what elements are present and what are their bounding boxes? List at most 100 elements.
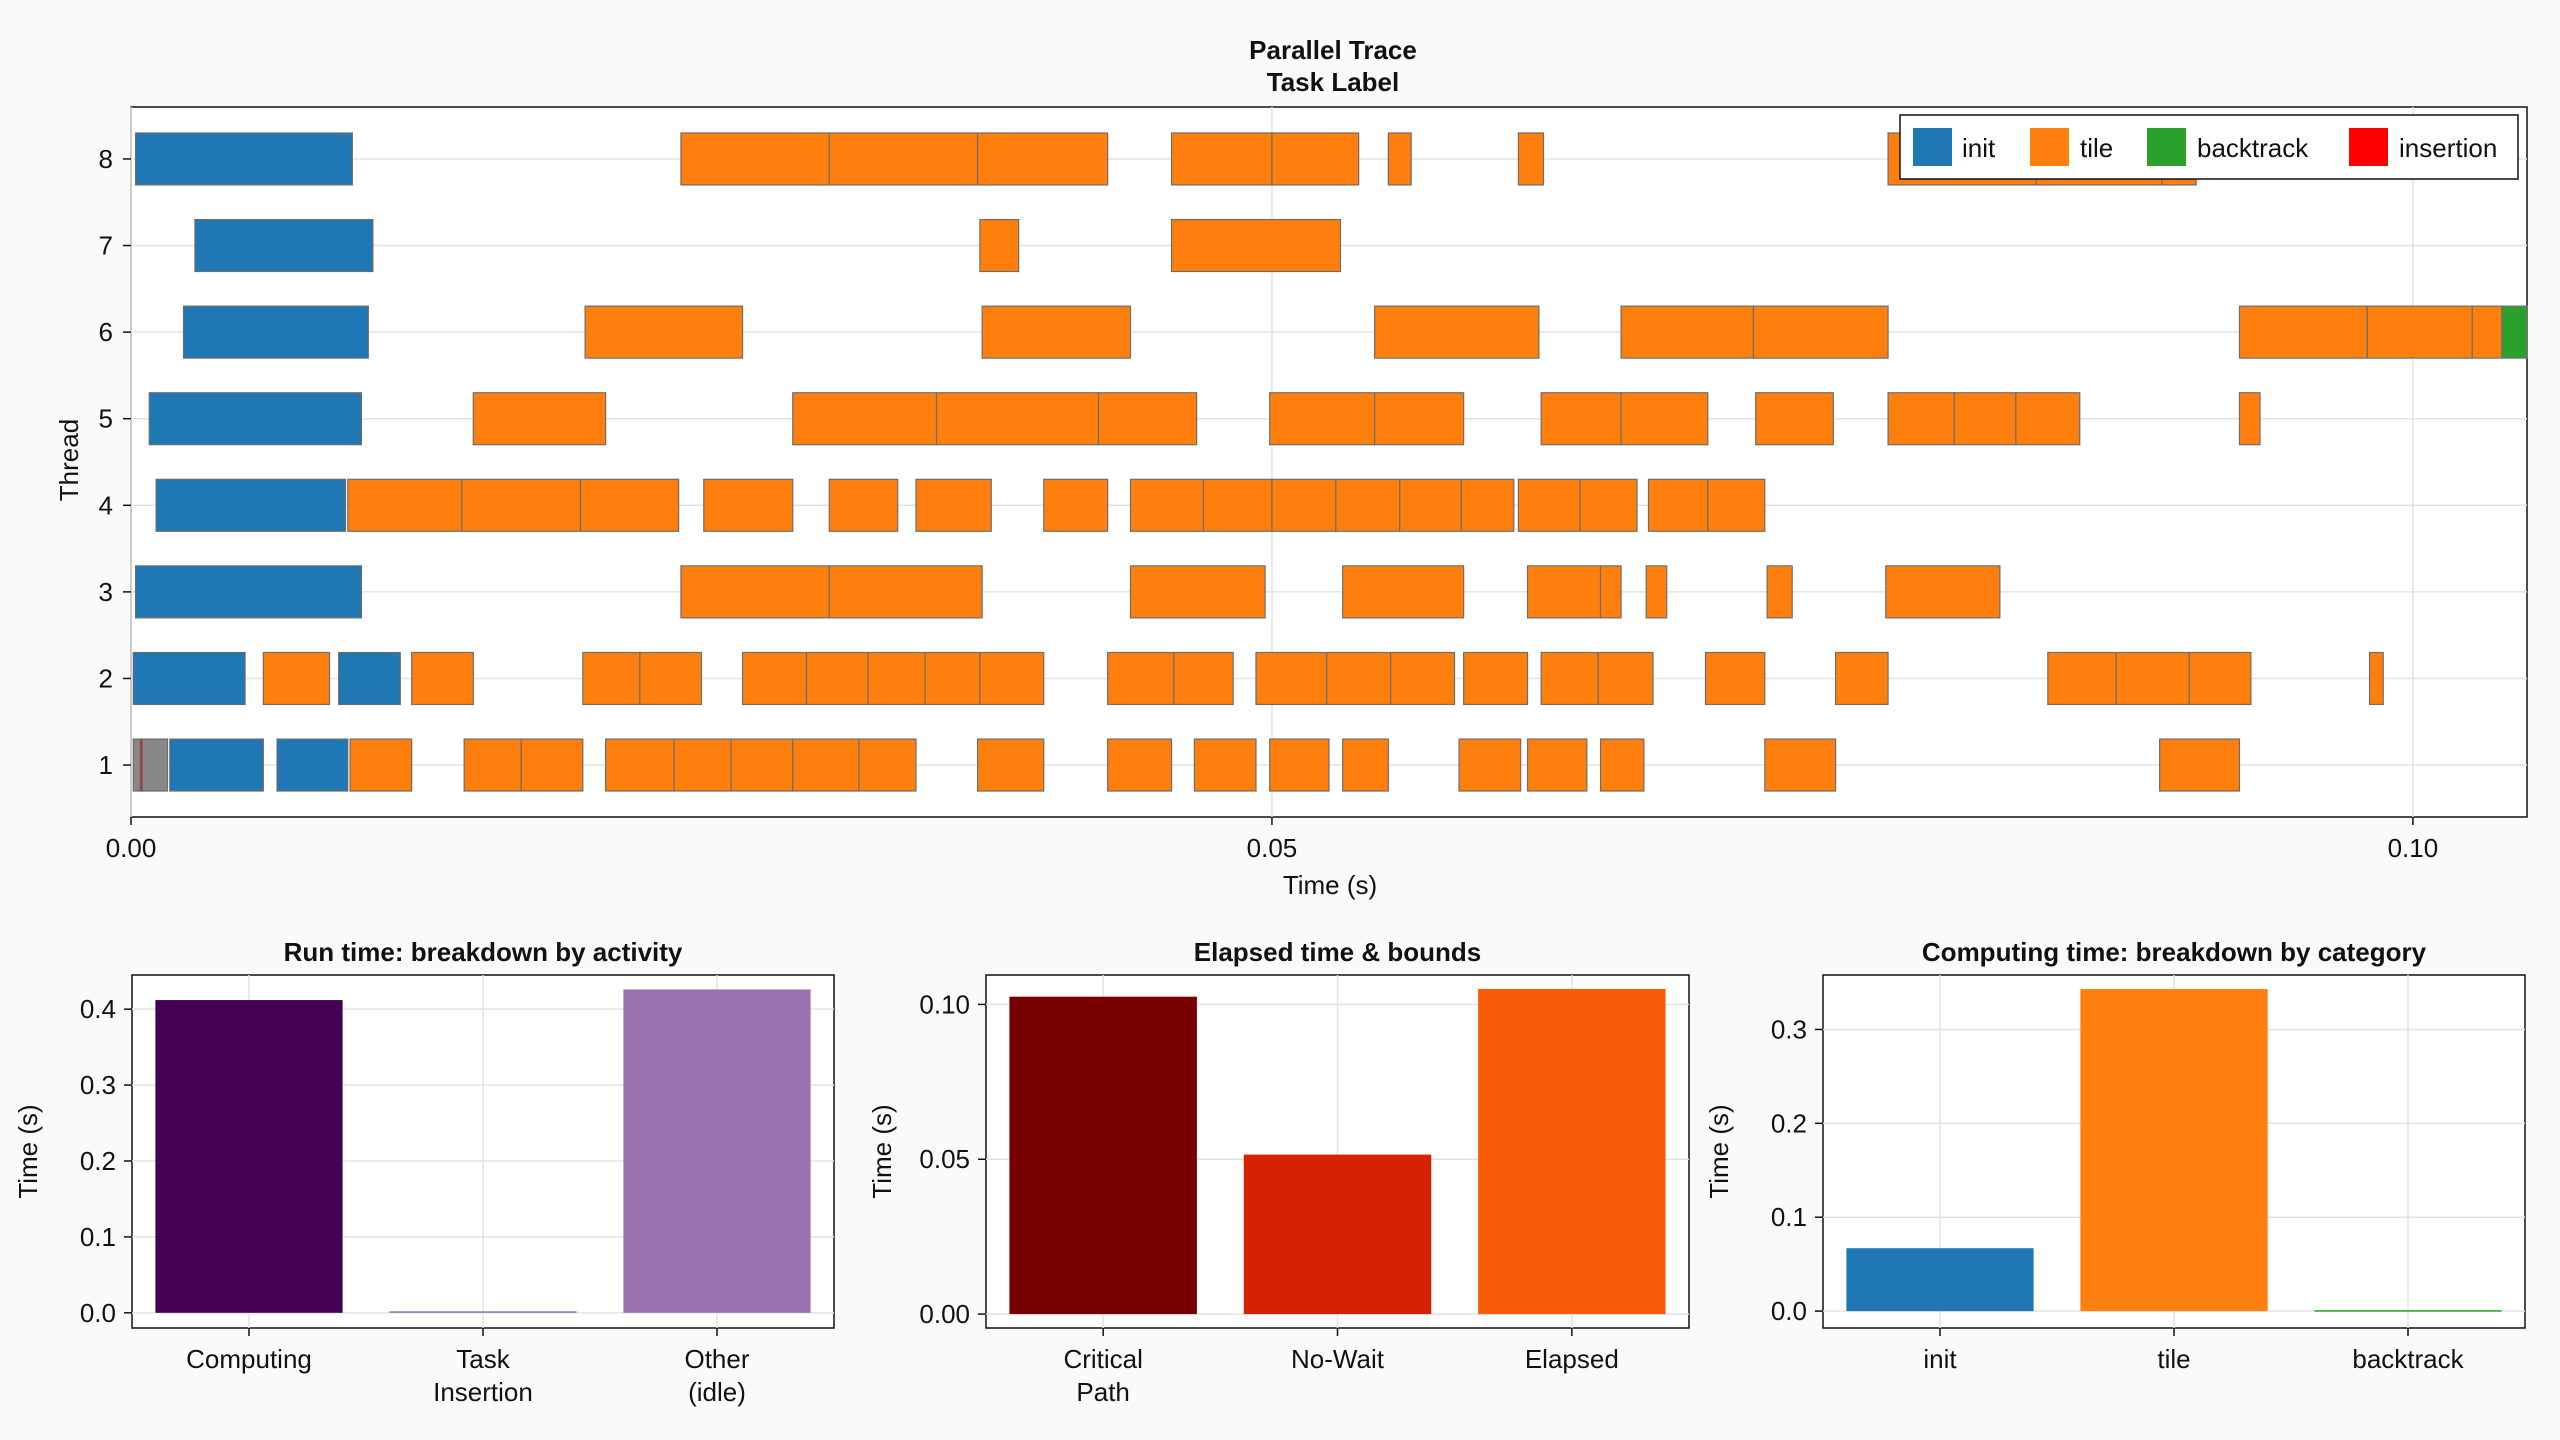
gantt-task-bars	[132, 132, 2528, 792]
computing-xtick-label: tile	[2157, 1344, 2190, 1374]
task-bar-init	[148, 392, 363, 446]
task-bar-tile	[1834, 651, 1889, 706]
task-bar-tile	[1764, 738, 1837, 792]
legend-swatch-insertion	[2349, 128, 2388, 166]
run-time-ytick-label: 0.3	[80, 1070, 116, 1100]
task-bar-tile	[828, 132, 979, 186]
task-bar-tile	[1043, 478, 1109, 532]
task-bar-tile	[1269, 392, 1376, 446]
task-bar-init	[134, 132, 353, 186]
gantt-x-axis-label: Time (s)	[1283, 870, 1377, 900]
task-bar-tile	[1193, 738, 1257, 792]
task-bar-tile	[461, 478, 582, 532]
run-time-xtick-label: Other	[684, 1344, 749, 1374]
elapsed-xtick-label: No-Wait	[1291, 1344, 1385, 1374]
task-bar-tile	[1255, 651, 1328, 706]
run-time-xtick-label: (idle)	[688, 1377, 746, 1407]
task-bar-tile	[730, 738, 794, 792]
task-bar-tile	[1599, 738, 1645, 792]
task-bar-tile	[1707, 478, 1766, 532]
gantt-plot-area	[130, 106, 2528, 818]
task-bar-tile	[347, 478, 463, 532]
task-bar-tile	[1107, 738, 1173, 792]
run-time-title: Run time: breakdown by activity	[284, 937, 683, 967]
gantt-subtitle: Task Label	[1267, 67, 1399, 97]
run-time-ytick-label: 0.4	[80, 994, 116, 1024]
task-bar-init	[134, 565, 363, 619]
elapsed-bar	[1243, 1154, 1432, 1315]
task-bar-tile	[741, 651, 808, 706]
task-bar-tile	[1170, 132, 1273, 186]
run-time-xtick-label: Insertion	[433, 1377, 533, 1407]
task-bar-tile	[1526, 565, 1602, 619]
task-bar-tile	[935, 392, 1100, 446]
task-bar-init	[194, 218, 374, 273]
gantt-y-tick-labels: 1 2 3 4 5 6 7 8	[99, 144, 131, 780]
computing-title: Computing time: breakdown by category	[1922, 937, 2427, 967]
task-bar-tile	[680, 132, 830, 186]
task-bar-tile	[472, 392, 607, 446]
task-bar-tile	[1399, 478, 1462, 532]
task-bar-tile	[1129, 565, 1266, 619]
task-bar-tile	[1620, 305, 1755, 359]
legend-label-tile: tile	[2080, 133, 2113, 163]
legend-label-backtrack: backtrack	[2197, 133, 2309, 163]
task-bar-tile	[1271, 478, 1337, 532]
task-bar-tile	[639, 651, 703, 706]
task-bar-tile	[1579, 478, 1638, 532]
task-bar-tile	[792, 738, 860, 792]
task-bar-init	[182, 305, 369, 359]
elapsed-title: Elapsed time & bounds	[1194, 937, 1482, 967]
task-bar-tile	[2366, 305, 2473, 359]
task-bar-tile	[1374, 392, 1465, 446]
gantt-xtick-label: 0.05	[1247, 833, 1298, 863]
task-bar-tile	[979, 651, 1045, 706]
gantt-ytick-label: 4	[99, 490, 113, 520]
task-bar-tile	[792, 392, 938, 446]
run-time-ytick-label: 0.0	[80, 1298, 116, 1328]
task-bar-tile	[1599, 565, 1622, 619]
task-bar-tile	[1271, 132, 1360, 186]
gantt-ytick-label: 6	[99, 317, 113, 347]
task-bar-tile	[1342, 565, 1465, 619]
run-time-bar	[389, 1311, 577, 1313]
run-time-bar	[623, 989, 811, 1313]
task-bar-tile	[1458, 738, 1522, 792]
gantt-ytick-label: 2	[99, 663, 113, 693]
task-bar-tile	[2238, 305, 2368, 359]
task-bar-tile	[981, 305, 1132, 359]
gantt-ytick-label: 8	[99, 144, 113, 174]
task-bar-tile	[1107, 651, 1175, 706]
task-bar-tile	[1374, 305, 1540, 359]
computing-ytick-label: 0.3	[1771, 1014, 1807, 1044]
task-bar-tile	[2159, 738, 2241, 792]
computing-bar	[2314, 1310, 2502, 1312]
run-time-breakdown-chart: Run time: breakdown by activity 0.0 0.1 0.2…	[13, 937, 835, 1407]
task-bar-tile	[1885, 565, 2001, 619]
legend-box	[1899, 114, 2519, 180]
task-bar-tile	[1647, 478, 1709, 532]
task-bar-tile	[411, 651, 474, 706]
task-bar-tile	[1540, 651, 1599, 706]
task-bar-tile	[1387, 132, 1412, 186]
task-bar-tile	[828, 565, 983, 619]
task-bar-tile	[1755, 392, 1834, 446]
gantt-title: Parallel Trace	[1249, 35, 1417, 65]
task-bar-tile	[1390, 651, 1456, 706]
task-bar-tile	[579, 478, 680, 532]
legend-swatch-backtrack	[2147, 128, 2186, 166]
task-bar-init	[132, 651, 246, 706]
computing-bar	[1846, 1248, 2034, 1312]
task-bar-tile	[1704, 651, 1766, 706]
elapsed-bar	[1009, 996, 1197, 1315]
task-bar-init	[338, 651, 401, 706]
gantt-ytick-label: 7	[99, 231, 113, 261]
task-bar-tile	[1953, 392, 2017, 446]
task-bar-tile	[1460, 478, 1515, 532]
gantt-legend: init tile backtrack insertion	[1899, 114, 2519, 180]
task-bar-tile	[680, 565, 830, 619]
task-bar-tile	[976, 738, 1045, 792]
task-bar-tile	[1620, 392, 1709, 446]
gantt-ytick-label: 5	[99, 404, 113, 434]
task-bar-tile	[673, 738, 732, 792]
